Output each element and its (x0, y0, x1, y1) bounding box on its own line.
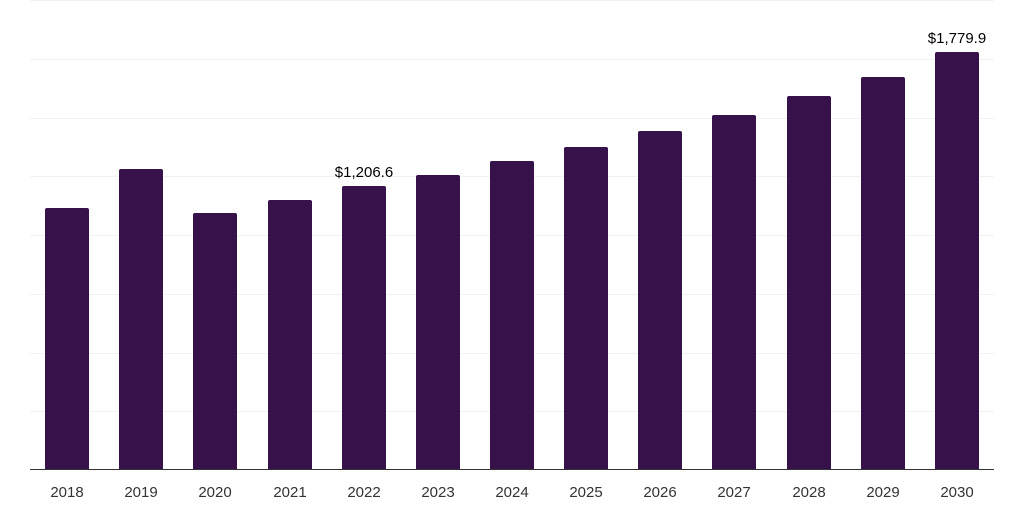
x-tick-label: 2025 (569, 484, 603, 501)
x-tick-label: 2018 (50, 484, 84, 501)
bar-2030 (935, 52, 979, 470)
x-tick-label: 2026 (643, 484, 677, 501)
x-tick-label: 2019 (124, 484, 158, 501)
gridline (30, 59, 994, 60)
bar-2024 (490, 161, 534, 470)
x-tick-label: 2027 (717, 484, 751, 501)
bar-2021 (268, 200, 312, 470)
bar-2025 (564, 147, 608, 470)
x-tick-label: 2028 (792, 484, 826, 501)
bar-2018 (45, 208, 89, 470)
bar-2020 (193, 213, 237, 470)
x-tick-label: 2030 (940, 484, 974, 501)
bar-2028 (787, 96, 831, 470)
x-tick-label: 2023 (421, 484, 455, 501)
bar-2026 (638, 131, 682, 470)
x-tick-label: 2024 (495, 484, 529, 501)
gridline (30, 118, 994, 119)
x-tick-label: 2020 (198, 484, 232, 501)
x-tick-label: 2029 (866, 484, 900, 501)
gridline (30, 0, 994, 1)
x-axis-line (30, 469, 994, 470)
x-tick-label: 2022 (347, 484, 381, 501)
bar-2019 (119, 169, 163, 470)
bar-2023 (416, 175, 460, 470)
data-label-2030: $1,779.9 (927, 30, 987, 47)
bar-2027 (712, 115, 756, 470)
data-label-2022: $1,206.6 (334, 164, 394, 181)
bar-2022 (342, 186, 386, 470)
bar-2029 (861, 77, 905, 470)
x-tick-label: 2021 (273, 484, 307, 501)
